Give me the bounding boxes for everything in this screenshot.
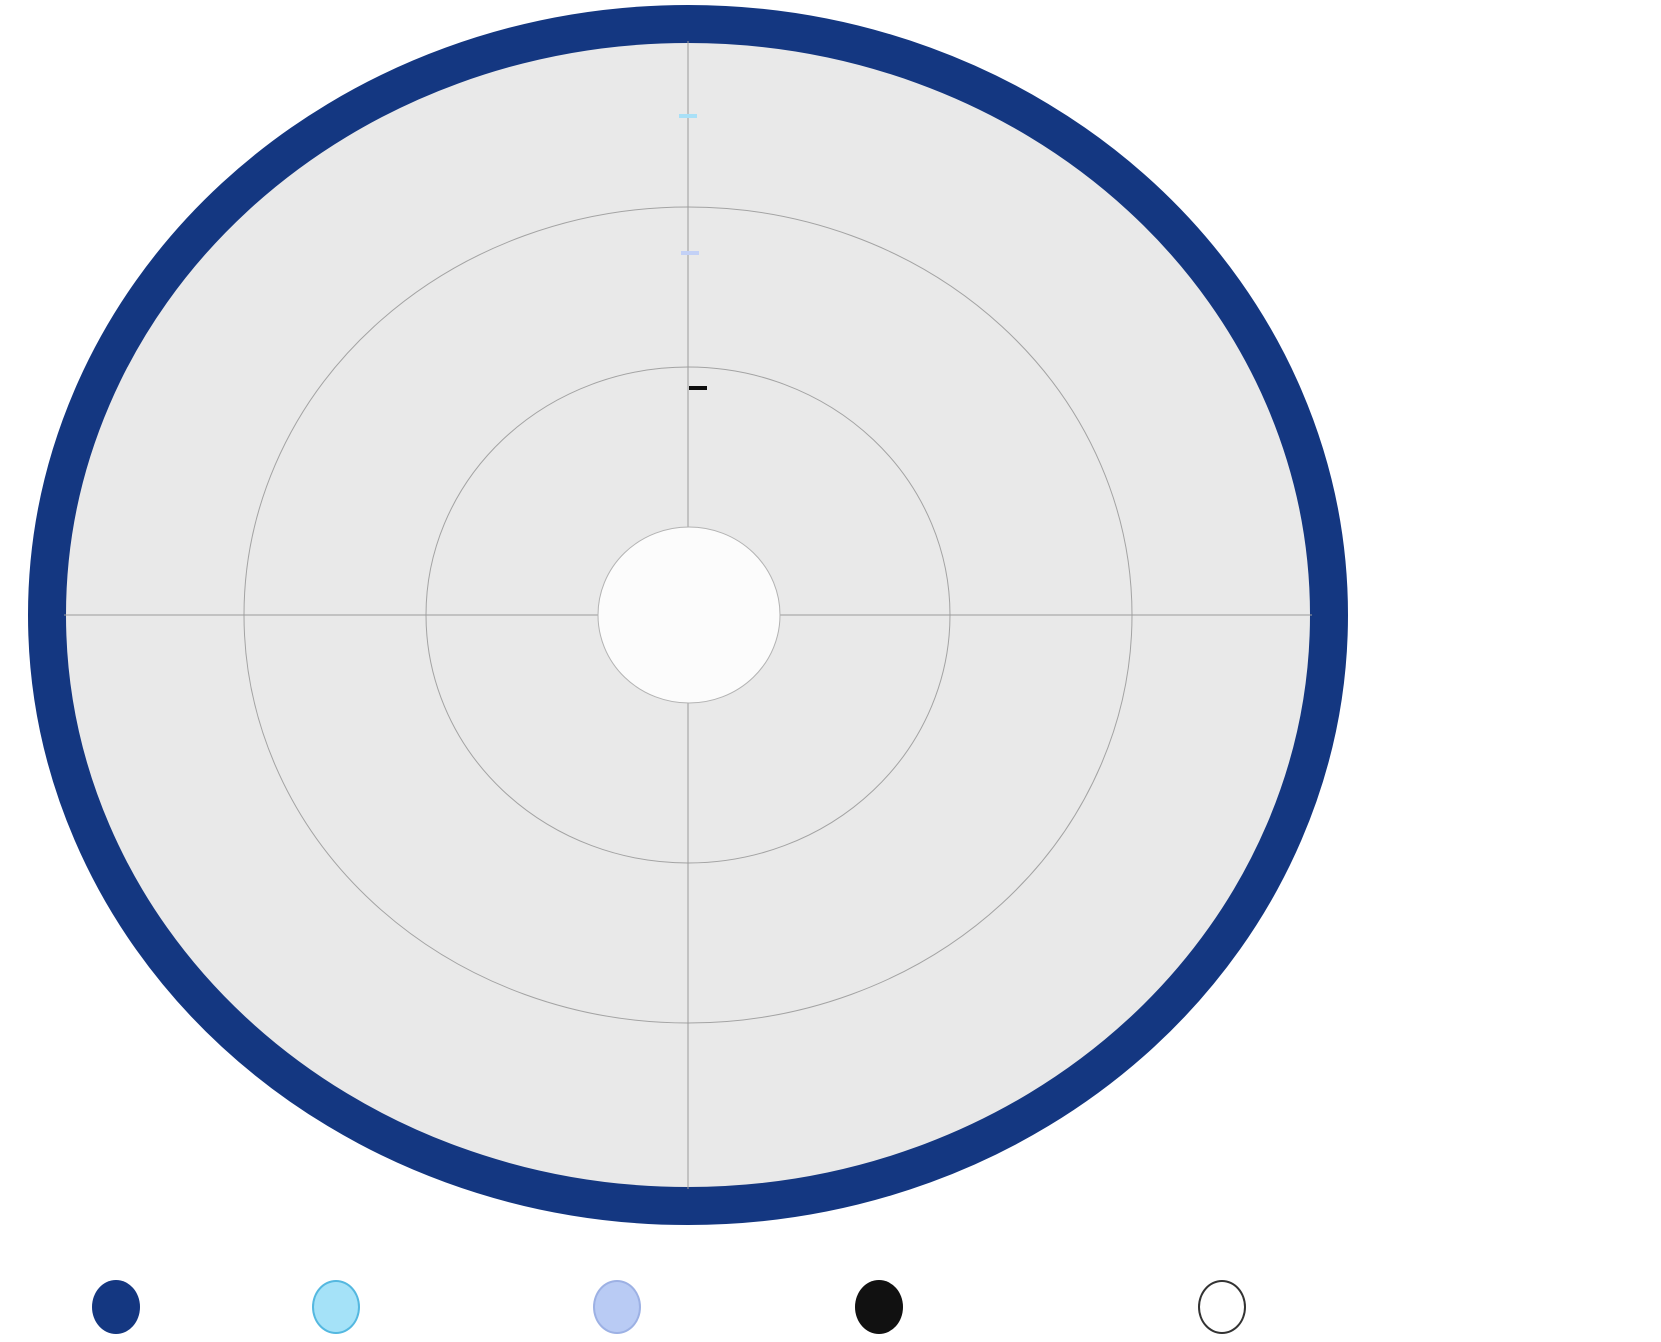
legend-item-user: [1198, 1280, 1261, 1334]
legend-item-touchpoints: [312, 1280, 375, 1334]
phases-legend-swatch: [92, 1280, 140, 1334]
ring-label-touchpoints: [679, 114, 697, 118]
ring-label-underlying-needs: [689, 386, 707, 390]
touchpoints-legend-swatch: [312, 1280, 360, 1334]
interactions-legend-swatch: [593, 1280, 641, 1334]
user-legend-swatch: [1198, 1280, 1246, 1334]
legend-item-underlying-needs: [855, 1280, 918, 1334]
phases-ring: [28, 5, 1348, 1225]
legend-item-interactions: [593, 1280, 656, 1334]
ring-label-interactions: [681, 251, 699, 255]
underlying-needs-legend-swatch: [855, 1280, 903, 1334]
ring-label-phases: [678, 18, 696, 22]
legend-item-phases: [92, 1280, 155, 1334]
user-center-circle: [597, 526, 781, 704]
